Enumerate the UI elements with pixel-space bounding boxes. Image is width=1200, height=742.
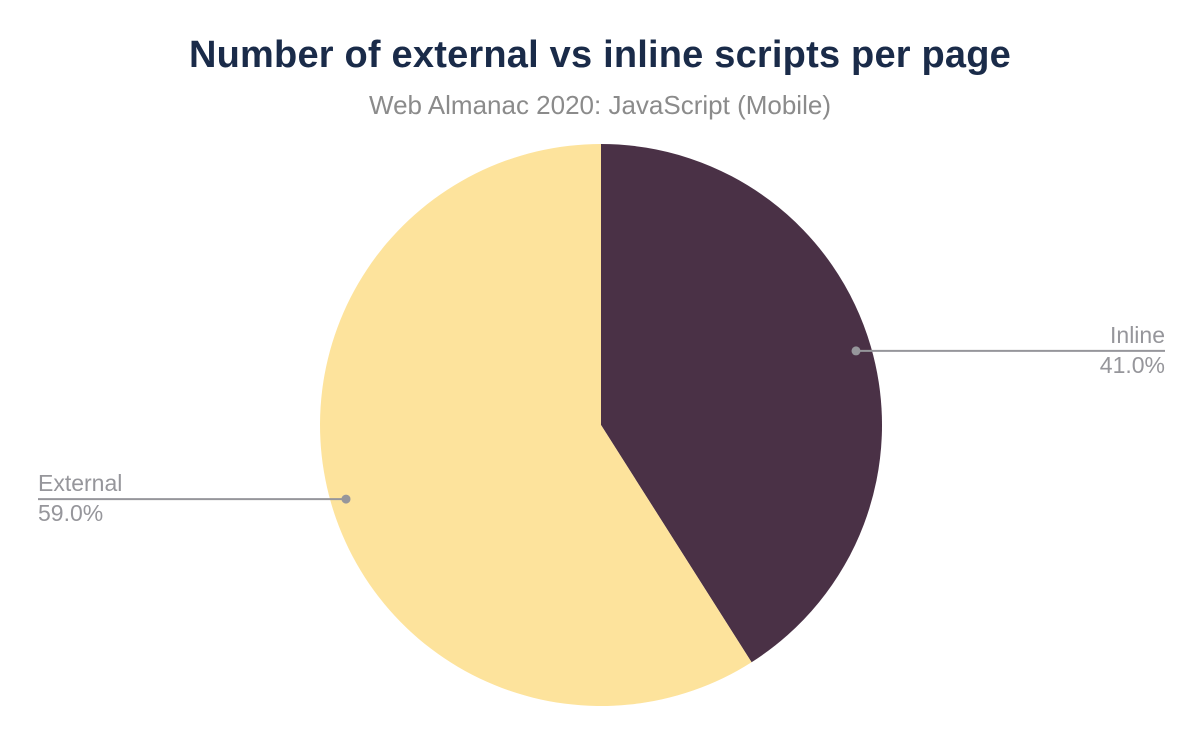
chart-subtitle: Web Almanac 2020: JavaScript (Mobile) bbox=[369, 89, 831, 120]
leader-dot-external bbox=[341, 494, 351, 504]
pie-slice-inline[interactable] bbox=[601, 144, 883, 663]
slice-label-inline: Inline bbox=[1110, 322, 1165, 348]
slice-label-external: External bbox=[38, 470, 122, 496]
chart-title: Number of external vs inline scripts per… bbox=[188, 34, 1012, 76]
pie-slice-external[interactable] bbox=[320, 144, 752, 706]
leader-dot-inline bbox=[851, 346, 861, 356]
slice-value-external: 59.0% bbox=[38, 500, 103, 526]
slice-value-inline: 41.0% bbox=[1100, 352, 1165, 378]
